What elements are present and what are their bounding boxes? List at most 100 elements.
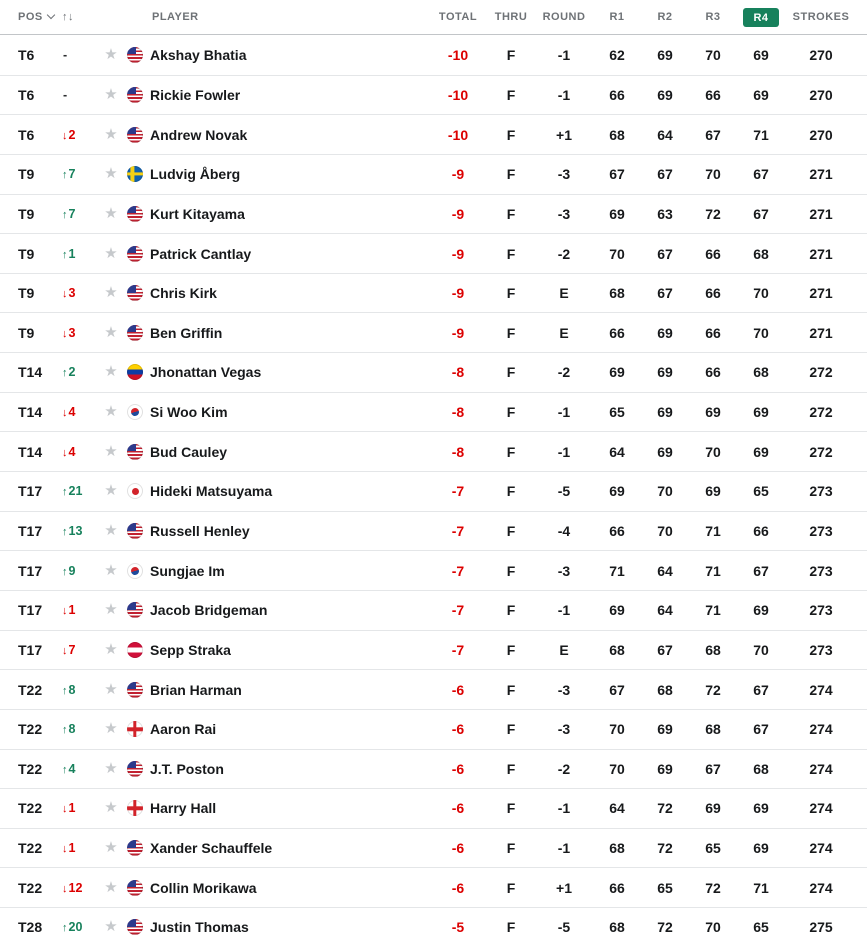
r3-cell: 72 [705,205,721,222]
table-row[interactable]: T22 ↓1 ★ Harry Hall -6 F -1 64 72 69 69 … [0,788,867,828]
country-flag-icon [127,46,143,63]
round-cell: -2 [557,760,571,777]
round-cell: +1 [556,126,572,143]
pos-cell: T22 [18,800,43,817]
favorite-star-icon[interactable]: ★ [104,799,118,817]
player-name: Kurt Kitayama [150,205,245,222]
header-movement-sort[interactable]: ↑↓ [62,11,100,23]
favorite-star-icon[interactable]: ★ [104,244,118,262]
table-row[interactable]: T14 ↓4 ★ Si Woo Kim -8 F -1 65 69 69 69 … [0,391,867,432]
country-flag-icon [127,800,143,817]
r1-cell: 66 [609,324,625,341]
strokes-cell: 270 [809,126,833,143]
movement-value: 3 [68,325,76,340]
pos-cell: T6 [18,126,35,143]
country-flag-icon [127,126,143,143]
player-name: Chris Kirk [150,285,217,302]
round-cell: -1 [557,404,571,421]
movement-arrow-icon: ↑ [62,526,68,538]
table-row[interactable]: T22 ↑4 ★ J.T. Poston -6 F -2 70 69 67 68… [0,748,867,789]
r1-cell: 69 [609,483,625,500]
r2-cell: 69 [657,760,673,777]
favorite-star-icon[interactable]: ★ [104,85,118,103]
r1-cell: 69 [609,602,625,619]
favorite-star-icon[interactable]: ★ [104,640,118,658]
favorite-star-icon[interactable]: ★ [104,522,118,539]
table-row[interactable]: T14 ↓4 ★ Bud Cauley -8 F -1 64 69 70 69 … [0,431,867,471]
favorite-star-icon[interactable]: ★ [104,45,118,63]
thru-cell: F [506,364,516,381]
table-row[interactable]: T28 ↑20 ★ Justin Thomas -5 F -5 68 72 70… [0,907,867,947]
table-row[interactable]: T17 ↑9 ★ Sungjae Im -7 F -3 71 64 71 67 … [0,550,867,590]
table-row[interactable]: T6 ↓2 ★ Andrew Novak -10 F +1 68 64 67 7… [0,114,867,154]
table-row[interactable]: T17 ↓7 ★ Sepp Straka -7 F E 68 67 68 70 … [0,629,867,670]
pos-cell: T6 [18,86,35,103]
r4-cell: 69 [753,86,769,103]
pos-cell: T14 [18,443,43,460]
table-row[interactable]: T9 ↑7 ★ Ludvig Åberg -9 F -3 67 67 70 67… [0,153,867,194]
header-r4-selected-badge[interactable]: R4 [743,7,779,27]
total-cell: -6 [451,800,465,817]
strokes-cell: 271 [809,285,833,302]
r3-cell: 70 [705,46,721,63]
table-row[interactable]: T14 ↑2 ★ Jhonattan Vegas -8 F -2 69 69 6… [0,352,867,392]
country-flag-icon [127,840,143,857]
movement-cell: ↑2 [62,365,100,379]
favorite-star-icon[interactable]: ★ [104,442,118,460]
favorite-star-icon[interactable]: ★ [104,759,118,777]
header-r2: R2 [657,11,673,23]
favorite-star-icon[interactable]: ★ [104,125,118,143]
table-row[interactable]: T6 - ★ Akshay Bhatia -10 F -1 62 69 70 6… [0,35,867,75]
favorite-star-icon[interactable]: ★ [104,165,118,183]
favorite-star-icon[interactable]: ★ [104,561,118,579]
thru-cell: F [506,800,516,817]
movement-cell: ↓12 [62,881,100,895]
favorite-star-icon[interactable]: ★ [104,323,118,341]
movement-arrow-icon: ↓ [62,288,68,301]
pos-cell: T17 [18,641,43,658]
favorite-star-icon[interactable]: ★ [104,363,118,381]
favorite-star-icon[interactable]: ★ [104,680,118,698]
r4-cell: 65 [753,483,769,500]
table-row[interactable]: T22 ↑8 ★ Aaron Rai -6 F -3 70 69 68 67 2… [0,708,867,749]
movement-value: 7 [68,206,76,221]
table-row[interactable]: T22 ↓12 ★ Collin Morikawa -6 F +1 66 65 … [0,867,867,907]
favorite-star-icon[interactable]: ★ [104,601,118,619]
favorite-star-icon[interactable]: ★ [104,918,118,936]
favorite-star-icon[interactable]: ★ [104,878,118,896]
r1-cell: 69 [609,205,625,222]
favorite-star-icon[interactable]: ★ [104,720,118,738]
favorite-star-icon[interactable]: ★ [104,403,118,421]
player-name: Brian Harman [150,681,242,698]
table-row[interactable]: T9 ↑7 ★ Kurt Kitayama -9 F -3 69 63 72 6… [0,193,867,234]
strokes-cell: 270 [809,46,833,63]
country-flag-icon [127,562,143,579]
movement-arrow-icon: ↑ [62,684,68,697]
header-pos[interactable]: POS [18,10,62,23]
table-row[interactable]: T6 - ★ Rickie Fowler -10 F -1 66 69 66 6… [0,74,867,115]
strokes-cell: 271 [809,324,833,341]
table-row[interactable]: T22 ↑8 ★ Brian Harman -6 F -3 67 68 72 6… [0,669,867,709]
total-cell: -10 [447,86,469,103]
table-row[interactable]: T9 ↓3 ★ Ben Griffin -9 F E 66 69 66 70 2… [0,312,867,352]
favorite-star-icon[interactable]: ★ [104,839,118,857]
r1-cell: 68 [609,641,625,658]
favorite-star-icon[interactable]: ★ [104,284,118,302]
thru-cell: F [506,879,516,896]
player-name: J.T. Poston [150,760,224,777]
player-name: Xander Schauffele [150,840,273,857]
r3-cell: 71 [705,602,721,619]
favorite-star-icon[interactable]: ★ [104,482,118,500]
table-row[interactable]: T17 ↓1 ★ Jacob Bridgeman -7 F -1 69 64 7… [0,589,867,630]
round-cell: E [559,641,569,658]
movement-cell: - [62,88,100,102]
total-cell: -5 [451,919,465,936]
table-row[interactable]: T9 ↓3 ★ Chris Kirk -9 F E 68 67 66 70 27… [0,272,867,313]
r3-cell: 67 [705,126,721,143]
table-row[interactable]: T9 ↑1 ★ Patrick Cantlay -9 F -2 70 67 66… [0,233,867,273]
table-row[interactable]: T17 ↑21 ★ Hideki Matsuyama -7 F -5 69 70… [0,471,867,511]
table-row[interactable]: T22 ↓1 ★ Xander Schauffele -6 F -1 68 72… [0,827,867,868]
table-row[interactable]: T17 ↑13 ★ Russell Henley -7 F -4 66 70 7… [0,510,867,551]
thru-cell: F [506,681,516,698]
favorite-star-icon[interactable]: ★ [104,204,118,222]
